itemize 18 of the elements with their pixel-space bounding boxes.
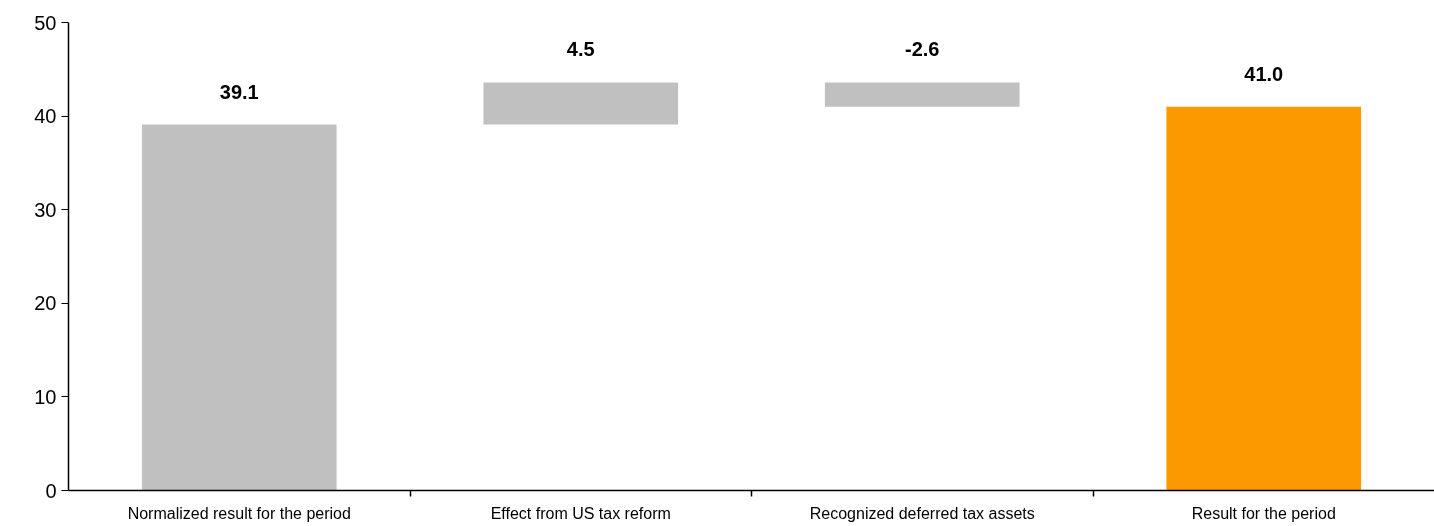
y-tick-label: 0 bbox=[45, 479, 57, 502]
y-tick-label: 30 bbox=[34, 198, 57, 221]
x-tick-label: Recognized deferred tax assets bbox=[809, 504, 1035, 522]
bar bbox=[1166, 106, 1362, 491]
bar bbox=[824, 82, 1020, 107]
y-tick-label: 10 bbox=[34, 385, 57, 408]
y-tick-label: 50 bbox=[34, 11, 57, 34]
data-label: 41.0 bbox=[1244, 62, 1284, 85]
data-label: -2.6 bbox=[905, 38, 940, 61]
y-tick-label: 40 bbox=[34, 105, 57, 128]
bar bbox=[141, 124, 337, 491]
y-tick-label: 20 bbox=[34, 292, 57, 315]
x-tick-label: Result for the period bbox=[1191, 504, 1336, 522]
data-label: 4.5 bbox=[566, 38, 595, 61]
x-tick-label: Normalized result for the period bbox=[127, 504, 351, 522]
bar bbox=[483, 82, 679, 125]
data-label: 39.1 bbox=[219, 80, 259, 103]
x-tick-label: Effect from US tax reform bbox=[490, 504, 671, 522]
